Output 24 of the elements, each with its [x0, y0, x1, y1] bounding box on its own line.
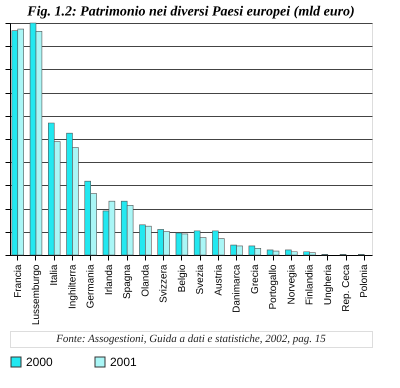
x-tick-label: Spagna — [122, 264, 134, 299]
x-tick-label: Belgio — [176, 264, 188, 292]
x-tick-label: Svezia — [195, 264, 206, 295]
x-tick-label: Grecia — [250, 264, 261, 294]
x-tick-label: Olanda — [140, 264, 152, 297]
x-tick-label: Polonia — [359, 264, 370, 298]
chart-title: Fig. 1.2: Patrimonio nei diversi Paesi europei (mld euro) — [26, 4, 355, 20]
x-tick-label: Irlanda — [104, 264, 115, 296]
x-tick-label: Portogallo — [268, 264, 280, 310]
source-note: Fonte: Assogestioni, Guida a dati e statistiche, 2002, pag. 15 — [55, 333, 326, 345]
x-tick-label: Danimarca — [232, 264, 243, 313]
x-tick-label: Ungheria — [322, 264, 334, 306]
x-tick-label: Svizzera — [158, 264, 170, 303]
x-tick-label: Rep. Ceca — [341, 264, 352, 312]
x-tick-label: Lussemburgo — [30, 264, 42, 326]
x-tick-label: Germania — [86, 264, 97, 308]
x-tick-label: Francia — [12, 264, 24, 298]
x-tick-label: Italia — [49, 264, 60, 286]
x-tick-label: Finlandia — [304, 264, 316, 306]
x-tick-label: Norvegia — [286, 264, 298, 305]
legend-label: 2001 — [110, 355, 138, 369]
x-tick-label: Austria — [213, 264, 224, 296]
x-tick-label: Inghilterra — [67, 264, 78, 309]
legend-label: 2000 — [26, 355, 54, 369]
